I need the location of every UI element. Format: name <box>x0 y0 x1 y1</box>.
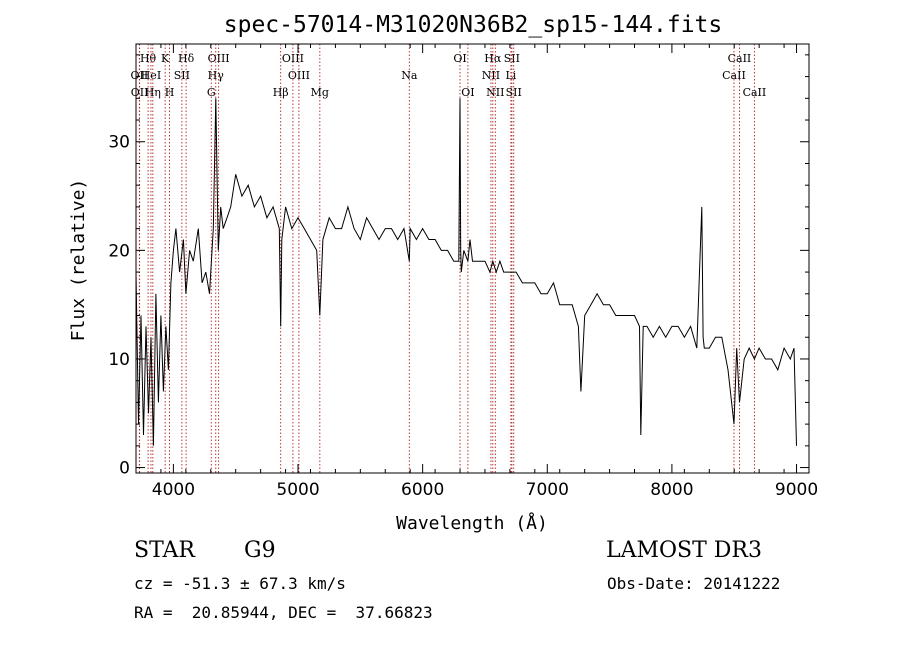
line-marker-label: Hθ <box>140 52 157 65</box>
line-marker-label: SII <box>506 86 522 99</box>
redshift-readout: cz = -51.3 ± 67.3 km/s <box>134 574 346 593</box>
line-marker-label: Hα <box>484 52 502 65</box>
line-marker-label: Li <box>505 69 516 82</box>
object-class: STAR <box>134 538 195 563</box>
line-marker-label: OII <box>131 86 149 99</box>
object-subclass: G9 <box>244 538 276 563</box>
y-tick-label: 30 <box>108 133 130 153</box>
x-tick-label: 6000 <box>401 480 444 500</box>
line-marker-label: OI <box>461 86 474 99</box>
y-tick-label: 0 <box>119 459 130 479</box>
line-marker-label: NII <box>482 69 500 82</box>
line-marker-label: Hη <box>145 86 161 99</box>
x-axis-label: Wavelength (Å) <box>396 512 548 534</box>
spectrum-line <box>135 98 797 446</box>
x-tick-label: 9000 <box>775 480 818 500</box>
line-marker-label: SII <box>174 69 190 82</box>
chart-title: spec-57014-M31020N36B2_sp15-144.fits <box>224 12 723 38</box>
line-marker-label: OIII <box>208 52 230 65</box>
line-marker-label: Na <box>401 69 418 82</box>
axis-tick-layer: 4000 5000 6000 7000 8000 9000 0 10 20 30 <box>108 44 818 500</box>
line-marker-label: G <box>207 86 216 99</box>
line-marker-label: K <box>161 52 170 65</box>
line-marker-label: Hδ <box>178 52 195 65</box>
line-marker-label: H <box>165 86 175 99</box>
y-axis-label: Flux (relative) <box>68 179 89 342</box>
survey-name: LAMOST DR3 <box>606 538 762 563</box>
line-marker-label: CaII <box>743 86 767 99</box>
line-marker-label: Hγ <box>208 69 225 82</box>
line-marker-label: Hβ <box>273 86 289 99</box>
line-marker-label: OIII <box>282 52 304 65</box>
x-tick-label: 5000 <box>276 480 319 500</box>
y-tick-label: 20 <box>108 241 130 261</box>
line-marker-label: OIII <box>288 69 310 82</box>
line-marker-label: CaII <box>722 69 746 82</box>
line-marker-label: HeI <box>141 69 161 82</box>
line-marker-label: SII <box>504 52 520 65</box>
line-marker-label: Mg <box>311 86 329 99</box>
line-marker-label: CaII <box>728 52 752 65</box>
line-marker-label: NII <box>486 86 504 99</box>
coordinates-readout: RA = 20.85944, DEC = 37.66823 <box>134 603 433 622</box>
plot-frame <box>135 43 810 474</box>
x-tick-label: 8000 <box>650 480 693 500</box>
x-tick-label: 4000 <box>152 480 195 500</box>
x-tick-label: 7000 <box>526 480 569 500</box>
y-tick-label: 10 <box>108 350 130 370</box>
line-marker-label: OI <box>453 52 466 65</box>
series-layer <box>135 98 797 446</box>
observation-date: Obs-Date: 20141222 <box>607 574 781 593</box>
